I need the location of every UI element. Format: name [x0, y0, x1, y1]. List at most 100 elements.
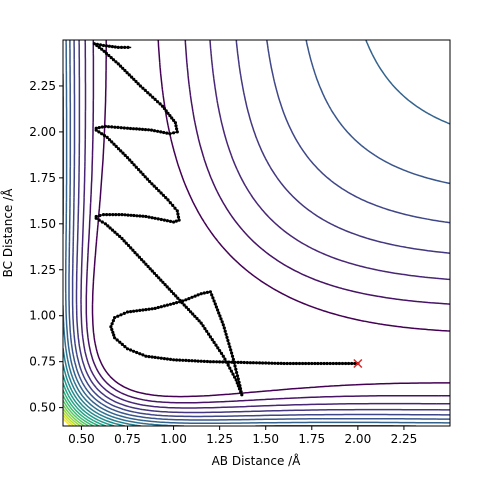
trajectory-point: [113, 230, 117, 234]
trajectory-point: [337, 361, 341, 366]
trajectory-point: [235, 374, 240, 378]
trajectory-point: [135, 309, 139, 313]
trajectory-point: [115, 338, 119, 342]
trajectory-point: [120, 213, 124, 217]
contour-level-line: [75, 40, 450, 414]
trajectory-point: [208, 335, 212, 339]
trajectory-point: [147, 307, 151, 311]
trajectory-point: [106, 125, 111, 129]
trajectory-point: [233, 375, 237, 379]
trajectory-point: [132, 77, 136, 81]
trajectory-point: [291, 361, 295, 366]
trajectory-point: [113, 316, 117, 320]
trajectory-point: [223, 329, 227, 333]
trajectory-point: [144, 354, 148, 358]
trajectory-point: [162, 304, 166, 308]
trajectory-point: [116, 147, 121, 151]
trajectory-point: [178, 358, 182, 362]
trajectory-point: [129, 348, 133, 352]
trajectory-point: [173, 206, 177, 210]
trajectory-point: [156, 305, 160, 310]
x-tick-label: 2.25: [391, 432, 418, 446]
trajectory-point: [186, 307, 191, 312]
trajectory-point: [172, 292, 176, 296]
trajectory-point: [270, 361, 274, 365]
y-tick-label: 1.50: [29, 217, 56, 231]
trajectory-point: [229, 369, 233, 373]
trajectory-point: [239, 360, 243, 364]
trajectory-point: [191, 312, 195, 316]
trajectory-point: [125, 126, 130, 130]
trajectory-point: [173, 121, 177, 125]
y-tick-label: 1.00: [29, 309, 56, 323]
trajectory-point: [307, 361, 311, 366]
trajectory-point: [176, 296, 180, 300]
trajectory-point: [147, 215, 151, 219]
trajectory-point: [131, 127, 136, 131]
trajectory-point: [105, 135, 109, 139]
trajectory-point: [165, 303, 169, 307]
trajectory-point: [234, 367, 238, 371]
trajectory-point: [297, 361, 302, 366]
trajectory-point: [141, 214, 145, 218]
trajectory-point: [123, 45, 127, 50]
trajectory-point: [282, 361, 286, 366]
trajectory-point: [225, 335, 229, 339]
trajectory-point: [212, 340, 216, 344]
trajectory-point: [119, 126, 123, 130]
trajectory-point: [310, 361, 314, 366]
trajectory-point: [149, 128, 154, 132]
trajectory-point: [197, 319, 201, 323]
trajectory-point: [234, 378, 238, 382]
trajectory-point: [110, 322, 114, 326]
trajectory-point: [94, 214, 98, 219]
trajectory-point: [144, 214, 148, 219]
trajectory-point: [122, 311, 126, 315]
trajectory-point: [138, 308, 142, 312]
trajectory-point: [157, 189, 161, 193]
trajectory-point: [122, 126, 126, 130]
trajectory-point: [100, 125, 104, 129]
trajectory-point: [340, 361, 345, 366]
trajectory-point: [221, 360, 225, 364]
end-marker: [353, 358, 363, 369]
trajectory-point: [132, 309, 136, 313]
trajectory-point: [168, 219, 173, 223]
trajectory-point: [239, 390, 243, 394]
trajectory-point: [233, 364, 237, 368]
trajectory-point: [113, 125, 117, 129]
trajectory-point: [97, 126, 101, 130]
trajectory-point: [219, 351, 224, 355]
trajectory-point: [175, 209, 179, 213]
trajectory-point: [135, 253, 139, 257]
trajectory-point: [261, 361, 265, 365]
trajectory-point: [159, 305, 163, 309]
trajectory-point: [159, 217, 163, 222]
trajectory-point: [187, 297, 191, 301]
trajectory-point: [316, 361, 320, 366]
trajectory-point: [174, 124, 178, 128]
trajectory-point: [100, 220, 104, 224]
trajectory-point: [126, 45, 130, 50]
trajectory-point: [228, 366, 232, 370]
trajectory-point: [125, 156, 130, 160]
trajectory-point: [116, 45, 120, 50]
trajectory-point: [214, 305, 218, 309]
trajectory-point: [254, 361, 259, 365]
trajectory-point: [193, 314, 197, 318]
trajectory-point: [202, 291, 206, 295]
trajectory-point: [344, 361, 348, 366]
trajectory-point: [117, 213, 121, 217]
trajectory-point: [166, 111, 170, 115]
trajectory-point: [107, 138, 112, 142]
trajectory-point: [230, 351, 234, 355]
trajectory-point: [125, 71, 129, 75]
trajectory-point: [128, 158, 132, 162]
trajectory-point: [134, 165, 138, 169]
trajectory-point: [225, 360, 229, 364]
trajectory-point: [111, 330, 115, 334]
trajectory-point: [199, 292, 203, 296]
trajectory-point: [211, 296, 215, 300]
y-tick-label: 1.25: [29, 263, 56, 277]
